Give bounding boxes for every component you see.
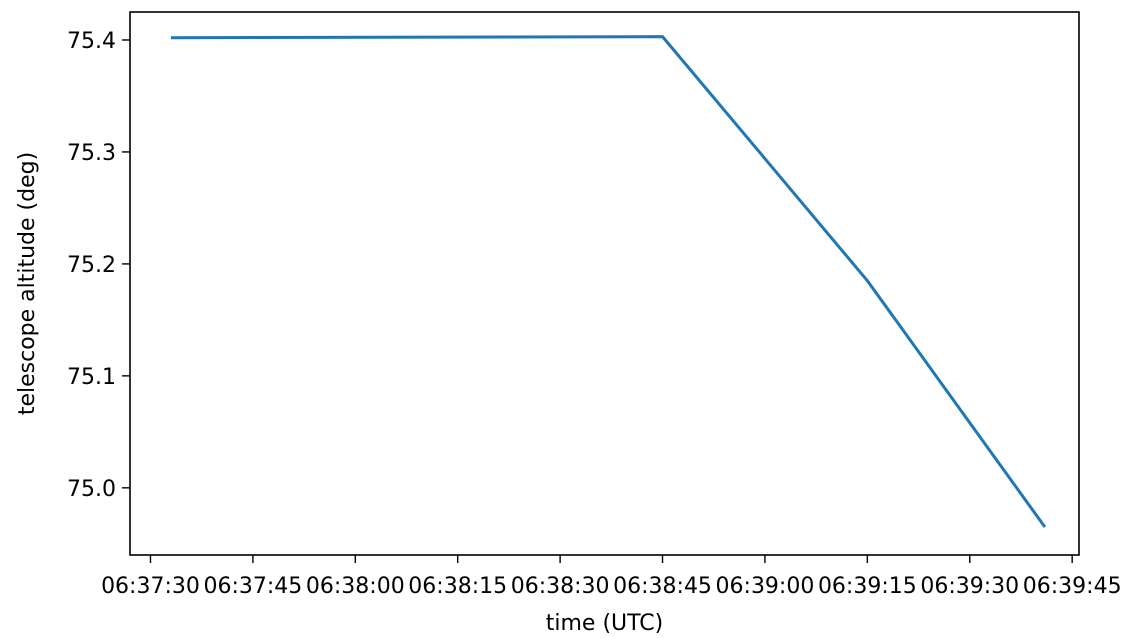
x-tick-label: 06:39:30 (920, 574, 1019, 599)
x-tick-label: 06:38:45 (613, 574, 712, 599)
x-axis-label: time (UTC) (546, 611, 663, 636)
y-tick-label: 75.1 (67, 365, 116, 390)
x-tick-label: 06:39:00 (716, 574, 815, 599)
x-axis-ticks: 06:37:30 06:37:45 06:38:00 06:38:15 06:38:30… (101, 555, 1122, 599)
plot-frame (129, 11, 1080, 556)
altitude-series-line (170, 35, 1047, 528)
x-tick-label: 06:39:15 (818, 574, 917, 599)
y-tick-label: 75.2 (67, 253, 116, 278)
x-tick-label: 06:37:30 (101, 574, 200, 599)
y-tick-label: 75.4 (67, 29, 116, 54)
x-tick-label: 06:37:45 (203, 574, 302, 599)
x-tick-label: 06:38:00 (306, 574, 405, 599)
y-tick-label: 75.0 (67, 477, 116, 502)
x-tick-label: 06:38:30 (511, 574, 610, 599)
x-tick-label: 06:38:15 (408, 574, 507, 599)
y-axis-label: telescope altitude (deg) (15, 152, 40, 415)
y-tick-label: 75.3 (67, 141, 116, 166)
x-tick-label: 06:39:45 (1023, 574, 1122, 599)
series-layer (170, 35, 1047, 528)
y-axis-ticks: 75.0 75.1 75.2 75.3 75.4 (67, 29, 130, 502)
